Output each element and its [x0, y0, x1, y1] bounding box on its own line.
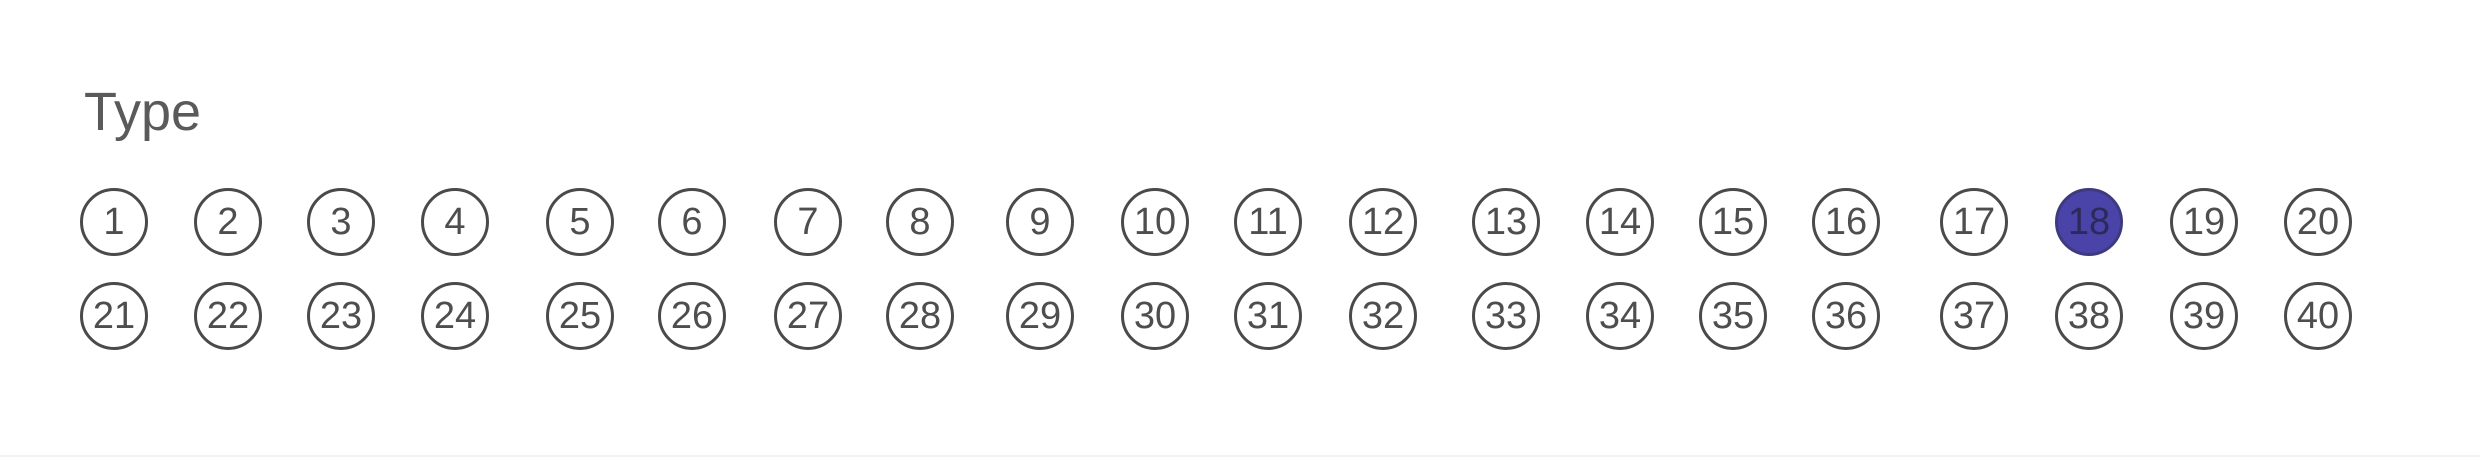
option-bubble-16[interactable]: 16 — [1812, 188, 1880, 256]
option-bubble-23[interactable]: 23 — [307, 282, 375, 350]
option-bubble-25[interactable]: 25 — [546, 282, 614, 350]
option-bubble-28[interactable]: 28 — [886, 282, 954, 350]
option-bubble-37[interactable]: 37 — [1940, 282, 2008, 350]
option-bubble-19[interactable]: 19 — [2170, 188, 2238, 256]
option-bubble-33[interactable]: 33 — [1472, 282, 1540, 350]
option-bubble-36[interactable]: 36 — [1812, 282, 1880, 350]
option-bubble-1[interactable]: 1 — [80, 188, 148, 256]
option-bubble-11[interactable]: 11 — [1234, 188, 1302, 256]
option-bubble-10[interactable]: 10 — [1121, 188, 1189, 256]
option-bubble-9[interactable]: 9 — [1006, 188, 1074, 256]
option-bubble-17[interactable]: 17 — [1940, 188, 2008, 256]
option-bubble-3[interactable]: 3 — [307, 188, 375, 256]
option-bubble-24[interactable]: 24 — [421, 282, 489, 350]
option-bubble-13[interactable]: 13 — [1472, 188, 1540, 256]
option-bubble-39[interactable]: 39 — [2170, 282, 2238, 350]
option-bubble-35[interactable]: 35 — [1699, 282, 1767, 350]
option-bubble-15[interactable]: 15 — [1699, 188, 1767, 256]
option-bubble-18[interactable]: 18 — [2055, 188, 2123, 256]
option-bubble-40[interactable]: 40 — [2284, 282, 2352, 350]
option-bubble-12[interactable]: 12 — [1349, 188, 1417, 256]
option-bubble-20[interactable]: 20 — [2284, 188, 2352, 256]
option-bubble-2[interactable]: 2 — [194, 188, 262, 256]
option-bubble-14[interactable]: 14 — [1586, 188, 1654, 256]
option-bubble-38[interactable]: 38 — [2055, 282, 2123, 350]
option-bubble-5[interactable]: 5 — [546, 188, 614, 256]
option-bubble-34[interactable]: 34 — [1586, 282, 1654, 350]
option-bubble-7[interactable]: 7 — [774, 188, 842, 256]
option-bubble-4[interactable]: 4 — [421, 188, 489, 256]
option-bubble-22[interactable]: 22 — [194, 282, 262, 350]
option-bubble-29[interactable]: 29 — [1006, 282, 1074, 350]
option-bubble-30[interactable]: 30 — [1121, 282, 1189, 350]
option-bubble-6[interactable]: 6 — [658, 188, 726, 256]
option-bubble-26[interactable]: 26 — [658, 282, 726, 350]
section-title: Type — [84, 82, 202, 142]
option-bubble-32[interactable]: 32 — [1349, 282, 1417, 350]
option-bubble-31[interactable]: 31 — [1234, 282, 1302, 350]
page-edge-divider — [0, 455, 2480, 457]
option-bubble-8[interactable]: 8 — [886, 188, 954, 256]
option-bubble-21[interactable]: 21 — [80, 282, 148, 350]
option-bubble-27[interactable]: 27 — [774, 282, 842, 350]
